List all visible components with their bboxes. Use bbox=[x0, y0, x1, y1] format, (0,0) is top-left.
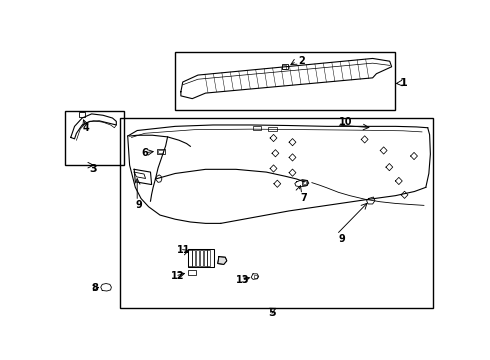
Text: 9: 9 bbox=[339, 234, 345, 244]
Bar bbox=[120, 118, 434, 308]
Text: 7: 7 bbox=[300, 193, 307, 203]
Text: 12: 12 bbox=[172, 271, 185, 281]
Text: 2: 2 bbox=[298, 56, 305, 66]
Bar bbox=[282, 66, 286, 69]
Polygon shape bbox=[218, 257, 227, 264]
Bar bbox=[268, 127, 276, 131]
Text: 9: 9 bbox=[135, 201, 142, 210]
Text: 1: 1 bbox=[399, 78, 407, 89]
Bar bbox=[196, 250, 199, 266]
Text: 11: 11 bbox=[177, 245, 191, 255]
Bar bbox=[158, 150, 163, 153]
Bar bbox=[204, 250, 207, 266]
Text: 4: 4 bbox=[82, 123, 89, 133]
Bar bbox=[281, 64, 288, 69]
Text: 13: 13 bbox=[236, 275, 249, 285]
Text: 8: 8 bbox=[92, 283, 98, 293]
Bar bbox=[254, 275, 257, 278]
Bar bbox=[175, 51, 395, 110]
Bar bbox=[253, 126, 261, 130]
Text: 10: 10 bbox=[339, 117, 352, 127]
Bar bbox=[303, 181, 306, 184]
Bar bbox=[79, 112, 85, 117]
Bar bbox=[192, 250, 196, 266]
Text: 3: 3 bbox=[90, 164, 98, 174]
Bar bbox=[189, 250, 192, 266]
Bar bbox=[157, 149, 165, 153]
Bar bbox=[188, 249, 214, 267]
Bar bbox=[188, 270, 196, 275]
Bar bbox=[302, 180, 307, 185]
Bar bbox=[207, 250, 211, 266]
Bar bbox=[200, 250, 203, 266]
Bar bbox=[65, 111, 124, 165]
Text: 5: 5 bbox=[268, 309, 276, 319]
Text: 6: 6 bbox=[141, 148, 148, 158]
